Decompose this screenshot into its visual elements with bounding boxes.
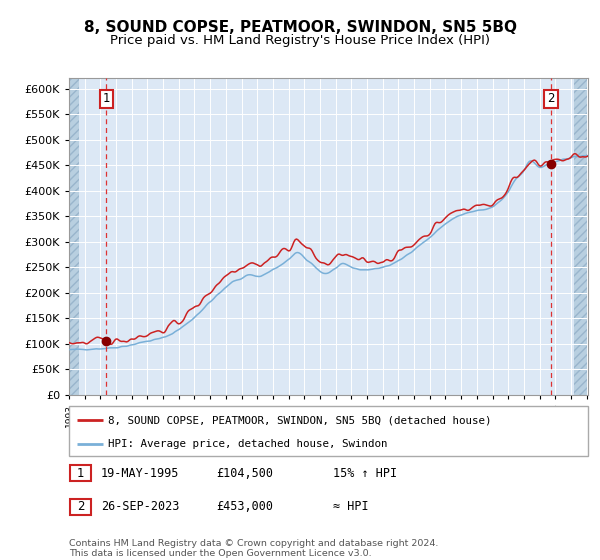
Text: 2: 2 xyxy=(547,92,555,105)
FancyBboxPatch shape xyxy=(69,406,588,456)
Text: Price paid vs. HM Land Registry's House Price Index (HPI): Price paid vs. HM Land Registry's House … xyxy=(110,34,490,46)
Text: ≈ HPI: ≈ HPI xyxy=(333,500,368,514)
Bar xyxy=(69,78,79,395)
Text: 2: 2 xyxy=(77,500,84,514)
Text: 15% ↑ HPI: 15% ↑ HPI xyxy=(333,466,397,480)
Text: 1: 1 xyxy=(77,466,84,480)
Text: 8, SOUND COPSE, PEATMOOR, SWINDON, SN5 5BQ (detached house): 8, SOUND COPSE, PEATMOOR, SWINDON, SN5 5… xyxy=(108,415,491,425)
Text: HPI: Average price, detached house, Swindon: HPI: Average price, detached house, Swin… xyxy=(108,439,388,449)
Text: £104,500: £104,500 xyxy=(216,466,273,480)
Text: £453,000: £453,000 xyxy=(216,500,273,514)
Text: Contains HM Land Registry data © Crown copyright and database right 2024.
This d: Contains HM Land Registry data © Crown c… xyxy=(69,539,439,558)
Bar xyxy=(574,78,588,395)
FancyBboxPatch shape xyxy=(70,465,91,481)
Text: 26-SEP-2023: 26-SEP-2023 xyxy=(101,500,179,514)
FancyBboxPatch shape xyxy=(70,499,91,515)
Text: 19-MAY-1995: 19-MAY-1995 xyxy=(101,466,179,480)
Text: 1: 1 xyxy=(103,92,110,105)
Text: 8, SOUND COPSE, PEATMOOR, SWINDON, SN5 5BQ: 8, SOUND COPSE, PEATMOOR, SWINDON, SN5 5… xyxy=(83,20,517,35)
